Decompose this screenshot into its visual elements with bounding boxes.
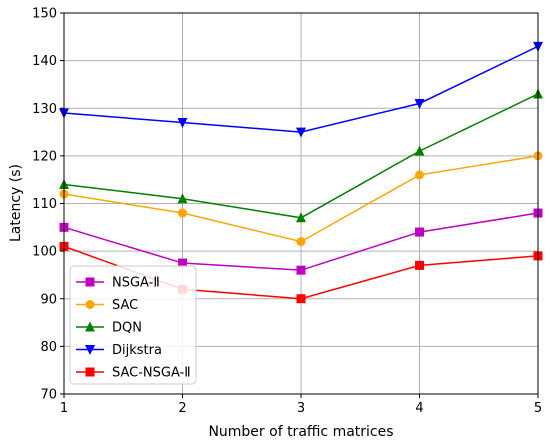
- data-point: [415, 227, 424, 237]
- x-tick-label: 1: [60, 401, 68, 416]
- y-tick-label: 90: [40, 292, 57, 307]
- x-tick-label: 3: [297, 401, 305, 416]
- data-point: [177, 193, 188, 204]
- x-axis-ticks: 1 2 3 4 5: [60, 394, 542, 416]
- y-tick-label: 130: [32, 102, 57, 117]
- data-point: [296, 212, 306, 223]
- y-tick-label: 110: [32, 197, 57, 212]
- y-tick-label: 80: [40, 340, 57, 355]
- y-tick-label: 100: [32, 245, 57, 260]
- data-point: [178, 208, 187, 218]
- legend-label: Dijkstra: [112, 343, 162, 358]
- data-point: [414, 145, 425, 156]
- data-point: [415, 260, 424, 270]
- legend-marker: [85, 321, 95, 332]
- x-axis-label: Number of traffic matrices: [208, 424, 393, 440]
- legend-marker: [85, 277, 95, 287]
- x-tick-label: 5: [534, 401, 542, 416]
- legend-label: SAC-NSGA-Ⅱ: [112, 366, 191, 381]
- legend-label: SAC: [112, 298, 138, 313]
- legend-marker: [85, 367, 95, 377]
- data-point: [415, 170, 424, 180]
- data-point: [296, 294, 306, 304]
- legend-marker: [85, 300, 95, 309]
- legend: NSGA-Ⅱ SAC DQN Dijkstra SAC-NSGA-Ⅱ: [69, 265, 197, 385]
- data-point: [296, 127, 306, 138]
- data-point: [177, 118, 188, 129]
- legend-frame: [69, 265, 197, 385]
- data-point: [296, 237, 306, 247]
- y-axis-label: Latency (s): [8, 164, 24, 242]
- x-tick-label: 2: [178, 401, 186, 416]
- data-point: [414, 98, 425, 109]
- legend-marker: [85, 345, 95, 355]
- x-tick-label: 4: [415, 401, 423, 416]
- y-axis-ticks: 70 80 90 100 110 120 130 140 150: [32, 7, 64, 403]
- data-point: [178, 258, 187, 268]
- y-tick-label: 150: [32, 7, 57, 22]
- legend-label: DQN: [112, 321, 142, 336]
- y-tick-label: 120: [32, 149, 57, 164]
- y-tick-label: 140: [32, 54, 57, 69]
- y-tick-label: 70: [40, 388, 57, 403]
- legend-label: NSGA-Ⅱ: [112, 276, 160, 291]
- data-point: [296, 265, 306, 275]
